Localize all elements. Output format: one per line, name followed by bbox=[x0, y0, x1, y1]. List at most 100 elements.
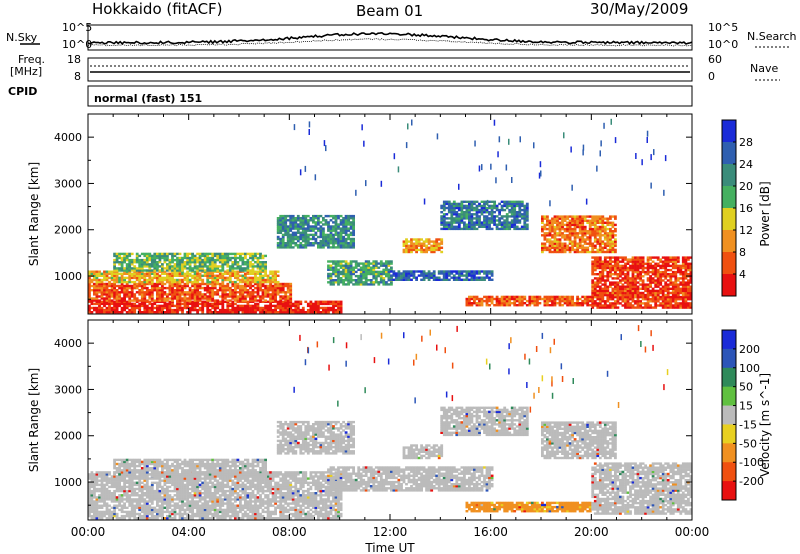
range-cell bbox=[480, 204, 484, 208]
range-cell bbox=[664, 295, 668, 299]
range-cell bbox=[239, 278, 242, 282]
range-cell bbox=[546, 215, 549, 218]
range-cell bbox=[681, 298, 685, 301]
y-tick-label: 3000 bbox=[54, 177, 82, 190]
range-cell bbox=[173, 252, 177, 256]
range-cell bbox=[211, 278, 215, 282]
range-cell bbox=[420, 248, 423, 252]
range-cell bbox=[291, 227, 295, 230]
range-cell bbox=[289, 244, 293, 247]
range-cell bbox=[241, 256, 245, 260]
range-cell bbox=[281, 221, 285, 224]
range-cell bbox=[614, 262, 617, 265]
range-cell bbox=[231, 300, 235, 303]
range-cell bbox=[457, 272, 461, 275]
range-cell bbox=[644, 298, 647, 301]
range-cell bbox=[606, 221, 610, 224]
range-cell bbox=[485, 270, 489, 273]
range-cell bbox=[498, 223, 501, 226]
range-cell bbox=[168, 278, 172, 282]
range-cell bbox=[591, 270, 595, 274]
range-cell bbox=[495, 208, 499, 212]
range-cell bbox=[536, 297, 539, 301]
range-cell bbox=[251, 284, 255, 288]
range-cell bbox=[95, 508, 99, 512]
range-cell bbox=[332, 242, 335, 245]
range-cell bbox=[223, 308, 227, 312]
range-cell bbox=[684, 287, 688, 290]
range-cell bbox=[317, 229, 320, 232]
range-cell bbox=[664, 260, 668, 263]
range-cell bbox=[332, 233, 335, 237]
range-cell bbox=[213, 254, 217, 258]
range-cell bbox=[168, 267, 172, 270]
range-cell bbox=[103, 510, 106, 514]
range-cell bbox=[249, 311, 252, 314]
range-cell bbox=[329, 239, 333, 243]
range-cell bbox=[654, 283, 658, 286]
range-cell bbox=[158, 261, 162, 264]
range-cell bbox=[629, 281, 632, 284]
range-cell bbox=[593, 225, 597, 229]
range-cell bbox=[568, 221, 572, 224]
range-cell bbox=[609, 258, 612, 261]
range-cell bbox=[374, 279, 378, 282]
range-cell bbox=[140, 293, 144, 296]
range-cell bbox=[158, 280, 162, 284]
range-cell bbox=[203, 274, 207, 277]
range-cell bbox=[503, 208, 507, 212]
range-cell bbox=[566, 230, 569, 233]
range-cell bbox=[465, 200, 469, 203]
range-cell bbox=[193, 265, 197, 268]
speckle-cell bbox=[474, 140, 476, 147]
range-cell bbox=[596, 238, 600, 241]
range-cell bbox=[601, 291, 605, 295]
range-cell bbox=[513, 221, 517, 224]
range-cell bbox=[256, 286, 260, 290]
range-cell bbox=[546, 232, 549, 235]
range-cell bbox=[279, 297, 283, 300]
range-cell bbox=[488, 211, 491, 214]
range-cell bbox=[669, 275, 673, 278]
range-cell bbox=[654, 256, 658, 259]
range-cell bbox=[203, 286, 207, 290]
range-cell bbox=[603, 262, 607, 265]
range-cell bbox=[427, 274, 431, 277]
range-cell bbox=[357, 283, 361, 286]
range-cell bbox=[135, 286, 139, 290]
range-cell bbox=[329, 246, 333, 249]
range-cell bbox=[145, 270, 149, 273]
range-cell bbox=[656, 289, 660, 293]
range-cell bbox=[591, 304, 595, 307]
range-cell bbox=[611, 225, 615, 229]
range-cell bbox=[415, 238, 418, 241]
range-cell bbox=[156, 274, 159, 277]
range-cell bbox=[596, 277, 600, 280]
range-cell bbox=[93, 306, 96, 310]
range-cell bbox=[465, 302, 469, 305]
range-cell bbox=[473, 221, 476, 224]
range-cell bbox=[148, 302, 152, 306]
range-cell bbox=[254, 291, 257, 294]
range-cell bbox=[130, 263, 134, 266]
range-cell bbox=[603, 291, 607, 295]
range-cell bbox=[236, 306, 240, 310]
range-cell bbox=[629, 283, 632, 286]
range-cell bbox=[362, 270, 366, 274]
range-cell bbox=[626, 258, 630, 261]
range-cell bbox=[490, 215, 494, 218]
range-cell bbox=[339, 302, 343, 306]
range-cell bbox=[624, 300, 627, 303]
range-cell bbox=[349, 274, 353, 278]
range-cell bbox=[289, 246, 293, 249]
range-cell bbox=[166, 278, 169, 282]
range-cell bbox=[609, 298, 612, 301]
range-cell bbox=[211, 274, 215, 277]
range-cell bbox=[103, 278, 106, 282]
range-cell bbox=[387, 279, 391, 282]
range-cell bbox=[148, 258, 152, 262]
range-cell bbox=[269, 302, 272, 306]
range-cell bbox=[90, 485, 94, 489]
range-cell bbox=[171, 256, 174, 260]
range-cell bbox=[168, 265, 172, 268]
